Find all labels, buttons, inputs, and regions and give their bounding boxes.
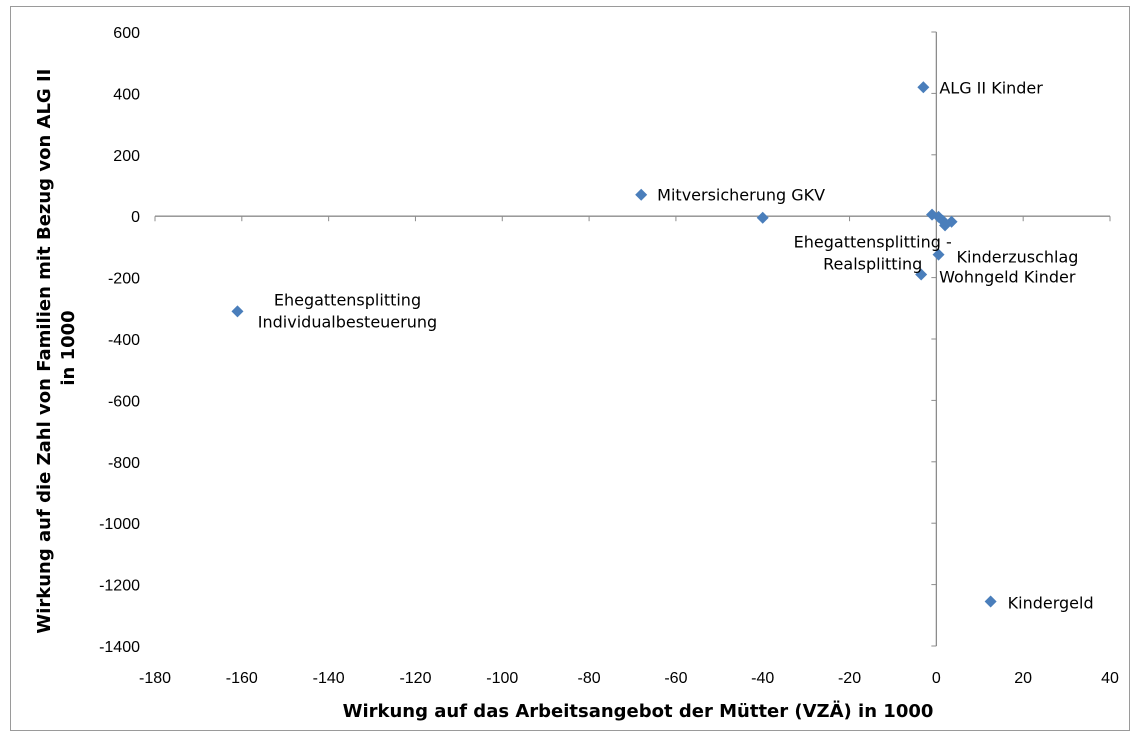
y-tick-label: -1000 — [99, 516, 140, 533]
point-label: Kindergeld — [1008, 593, 1094, 612]
y-tick-label: -1400 — [99, 639, 140, 656]
y-tick-label: -600 — [108, 393, 140, 410]
y-tick-label: 0 — [131, 209, 140, 226]
point-label: Ehegattensplitting - Realsplitting — [794, 233, 952, 274]
point-labels: ALG II Kinder Mitversicherung GKV Ehegatte… — [258, 78, 1094, 612]
x-tick-label: -120 — [399, 670, 431, 687]
y-axis-title-line-1: Wirkung auf die Zahl von Familien mit Be… — [34, 69, 55, 634]
x-tick-label: -40 — [751, 670, 774, 687]
data-points — [231, 81, 997, 608]
chart-frame — [10, 6, 1130, 731]
y-tick-label: -400 — [108, 332, 140, 349]
point-label-line: Individualbesteuerung — [258, 312, 437, 331]
x-tick-label: -180 — [139, 670, 171, 687]
y-tick-label: -200 — [108, 271, 140, 288]
y-tick-label: 400 — [113, 86, 140, 103]
data-point — [917, 81, 930, 94]
data-point — [635, 188, 648, 201]
x-tick-label: 20 — [1014, 670, 1032, 687]
point-label: Wohngeld Kinder — [939, 268, 1076, 287]
axes — [154, 31, 1111, 647]
y-tick-label: 200 — [113, 148, 140, 165]
point-label: Kinderzuschlag — [957, 248, 1079, 267]
data-point — [231, 305, 244, 318]
point-label-line: Ehegattensplitting — [274, 290, 421, 309]
y-axis-title-line-2: in 1000 — [58, 310, 79, 385]
x-tick-label: -80 — [578, 670, 601, 687]
point-label-line: Kinderzuschlag — [957, 248, 1079, 267]
data-point — [932, 248, 945, 261]
tick-labels: -180 -160 -140 -120 -100 -80 -60 -40 -20 0 20 40600… — [99, 25, 1119, 687]
data-point — [984, 595, 997, 608]
data-point — [756, 211, 769, 224]
x-tick-label: -140 — [313, 670, 345, 687]
y-tick-label: 600 — [113, 25, 140, 42]
y-tick-label: -1200 — [99, 578, 140, 595]
point-label: Ehegattensplitting Individualbesteuerung — [258, 290, 437, 331]
x-tick-label: -160 — [226, 670, 258, 687]
x-tick-label: -100 — [486, 670, 518, 687]
x-axis-title: Wirkung auf das Arbeitsangebot der Mütte… — [343, 700, 934, 722]
data-point — [915, 268, 928, 281]
x-tick-label: -60 — [664, 670, 687, 687]
point-label-line: Kindergeld — [1008, 593, 1094, 612]
y-tick-label: -800 — [108, 455, 140, 472]
point-label: Mitversicherung GKV — [657, 186, 825, 205]
point-label-line: Realsplitting — [823, 255, 922, 274]
point-label-line: ALG II Kinder — [939, 78, 1043, 97]
point-label-line: Mitversicherung GKV — [657, 186, 825, 205]
y-axis-title: Wirkung auf die Zahl von Familien mit Be… — [34, 62, 79, 633]
point-label-line: Wohngeld Kinder — [939, 268, 1076, 287]
data-point — [945, 215, 958, 228]
x-tick-label: 40 — [1101, 670, 1119, 687]
point-label-line: Ehegattensplitting - — [794, 233, 952, 252]
x-tick-label: 0 — [932, 670, 941, 687]
x-tick-label: -20 — [838, 670, 861, 687]
point-label: ALG II Kinder — [939, 78, 1043, 97]
